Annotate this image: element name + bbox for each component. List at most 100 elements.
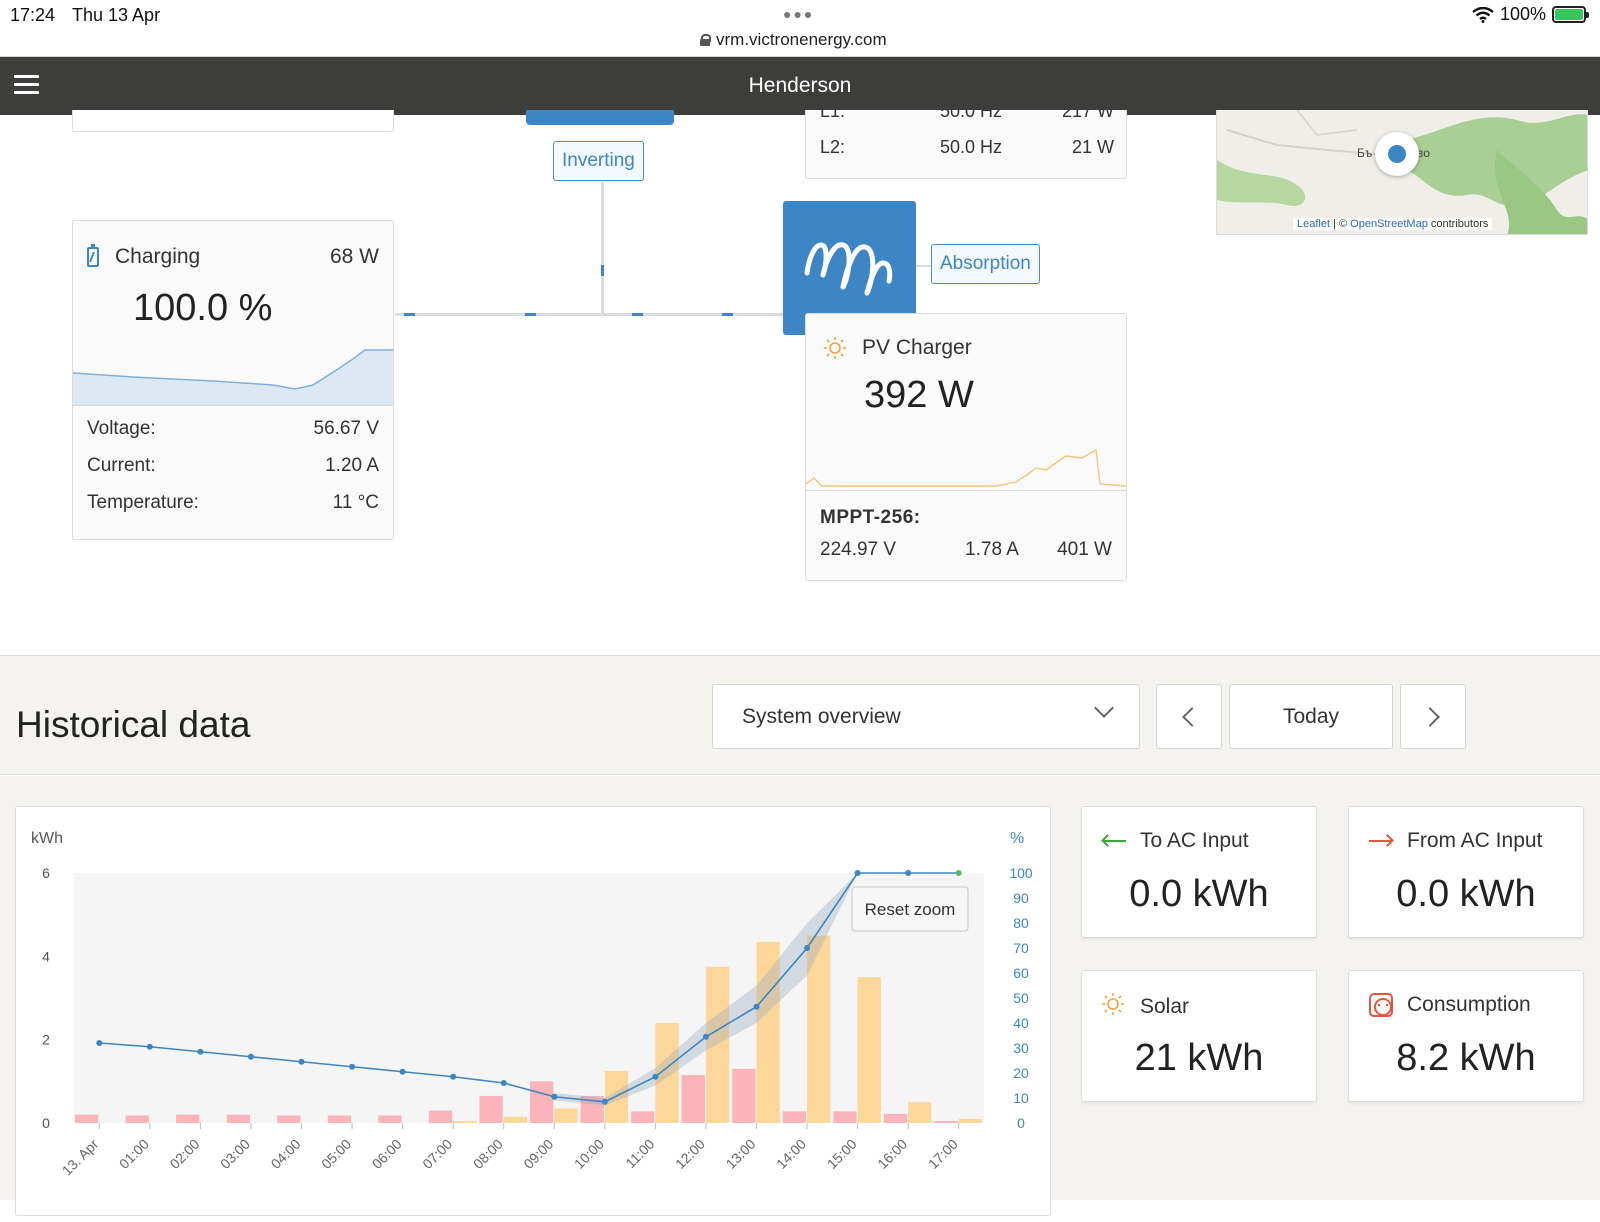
consumption-bar (479, 1095, 503, 1123)
consumption-bar (732, 1068, 756, 1123)
pv-charger-card[interactable]: PV Charger 392 W MPPT-256: 224.97 V 1.78… (805, 313, 1127, 581)
solar-card[interactable]: Solar 21 kWh (1081, 970, 1317, 1102)
victron-charger-logo[interactable] (783, 201, 916, 335)
status-bar: 17:24 Thu 13 Apr ●●● vrm.victronenergy.c… (0, 0, 1600, 57)
y-right-tick-label: 10 (1013, 1090, 1029, 1106)
soc-point (854, 870, 861, 876)
pv-header: PV Charger (824, 336, 972, 360)
leaflet-link[interactable]: Leaflet (1297, 218, 1331, 230)
address-bar[interactable]: vrm.victronenergy.com (700, 30, 887, 50)
reset-zoom-label[interactable]: Reset zoom (865, 900, 956, 919)
y-left-tick-label: 0 (42, 1115, 50, 1131)
overview-chart-card[interactable]: kWh% 0 2 4 6 0 10 20 30 40 50 60 70 80 90 100 13. Apr 01:… (15, 806, 1051, 1216)
y-right-tick-label: 60 (1013, 965, 1029, 981)
view-select[interactable]: System overview (712, 684, 1140, 749)
battery-card[interactable]: Charging 68 W 100.0 % Voltage: 56.67 V C… (72, 220, 394, 540)
y-left-tick-label: 6 (42, 865, 50, 881)
x-tick-label: 05:00 (318, 1136, 354, 1172)
inverter-box-partial[interactable] (526, 110, 674, 125)
soc-range-band (554, 873, 959, 1106)
historical-title: Historical data (16, 704, 251, 745)
soc-line (99, 872, 959, 1103)
map-attribution: Leaflet | © OpenStreetMap contributors (1293, 218, 1493, 230)
solar-bar (554, 1108, 578, 1123)
historical-header: Historical data System overview Today (0, 655, 1600, 775)
mppt-power: 401 W (1057, 539, 1112, 560)
solar-bar (453, 1120, 477, 1123)
from-ac-input-card[interactable]: From AC Input 0.0 kWh (1348, 806, 1584, 938)
reset-zoom-button[interactable]: Reset zoom (851, 886, 969, 932)
soc-point (247, 1053, 254, 1060)
battery-current: 1.20 A (325, 455, 379, 476)
map-terrain (1217, 110, 1587, 234)
location-map[interactable]: Бъ во Leaflet | © OpenStreetMap contribu… (1216, 110, 1588, 235)
ac-row-l2: L2: 50.0 Hz 21 W (820, 137, 1114, 157)
consumption-bar (176, 1114, 200, 1123)
flow-dot (525, 313, 536, 316)
next-period-button[interactable] (1400, 684, 1466, 749)
flow-dot (601, 265, 604, 276)
charger-state-badge: Absorption (931, 244, 1040, 284)
battery-temperature: 11 °C (332, 492, 379, 513)
solar-bar (857, 977, 881, 1123)
device-battery-icon (1552, 6, 1589, 23)
pv-power: 392 W (864, 374, 974, 416)
mppt-voltage: 224.97 V (820, 539, 897, 560)
osm-link[interactable]: OpenStreetMap (1350, 218, 1428, 230)
soc-point (450, 1073, 457, 1080)
solar-bar (503, 1116, 527, 1123)
pv-sparkline (806, 448, 1126, 487)
map-place-label: Бъ (1357, 146, 1373, 160)
x-tick-label: 01:00 (116, 1136, 152, 1172)
hamburger-menu-icon[interactable] (14, 75, 39, 95)
y-right-tick-label: 40 (1013, 1015, 1029, 1031)
soc-point (652, 1073, 659, 1080)
arrow-left-icon (1101, 834, 1128, 848)
y-right-tick-label: 0 (1017, 1115, 1025, 1131)
x-tick-label: 16:00 (874, 1136, 910, 1172)
battery-sparkline (73, 349, 393, 405)
lock-icon (700, 34, 711, 46)
consumption-bar (833, 1111, 857, 1123)
battery-charging-icon (87, 244, 99, 267)
consumption-bar (428, 1110, 453, 1123)
victron-logo-icon (804, 242, 893, 296)
soc-point (905, 870, 912, 876)
historical-content: kWh% 0 2 4 6 0 10 20 30 40 50 60 70 80 90 100 13. Apr 01:… (0, 776, 1600, 1216)
soc-point (197, 1048, 204, 1055)
ac-output-card[interactable]: L1: 50.0 Hz 217 W L2: 50.0 Hz 21 W (805, 110, 1127, 179)
to-ac-input-card[interactable]: To AC Input 0.0 kWh (1081, 806, 1317, 938)
mppt-values: 224.97 V 1.78 A 401 W (820, 539, 1112, 561)
solar-value: 21 kWh (1134, 1037, 1264, 1079)
y-right-axis-label: % (1010, 830, 1024, 847)
reset-zoom-button-bg[interactable] (851, 886, 969, 932)
browser-menu-dots-icon[interactable]: ●●● (783, 6, 815, 22)
inverter-state-badge: Inverting (553, 141, 644, 181)
sun-icon (1102, 993, 1124, 1015)
x-tick-label: 08:00 (470, 1136, 506, 1172)
map-place-label: во (1417, 146, 1430, 160)
battery-temperature-row: Temperature: 11 °C (87, 492, 379, 513)
battery-details: Voltage: 56.67 V Current: 1.20 A Tempera… (73, 405, 393, 541)
consumption-bar (681, 1075, 705, 1123)
location-marker-icon[interactable] (1375, 132, 1419, 176)
soc-point (96, 1040, 103, 1046)
prev-period-button[interactable] (1156, 684, 1222, 749)
consumption-bar (327, 1115, 352, 1123)
x-tick-label: 06:00 (369, 1136, 405, 1172)
soc-point (702, 1033, 709, 1040)
pv-title: PV Charger (862, 336, 972, 359)
flow-dot (404, 313, 415, 316)
from-ac-input-value: 0.0 kWh (1396, 873, 1536, 915)
battery-power: 68 W (329, 245, 379, 268)
consumption-card[interactable]: Consumption 8.2 kWh (1348, 970, 1584, 1102)
plot-area (74, 873, 984, 1123)
flow-dot (722, 313, 733, 316)
solar-bar (705, 966, 730, 1123)
today-button[interactable]: Today (1229, 684, 1393, 749)
soc-point (601, 1098, 608, 1105)
x-tick-label: 13:00 (723, 1136, 759, 1172)
y-left-tick-label: 2 (42, 1032, 50, 1048)
solar-bar (807, 935, 831, 1123)
